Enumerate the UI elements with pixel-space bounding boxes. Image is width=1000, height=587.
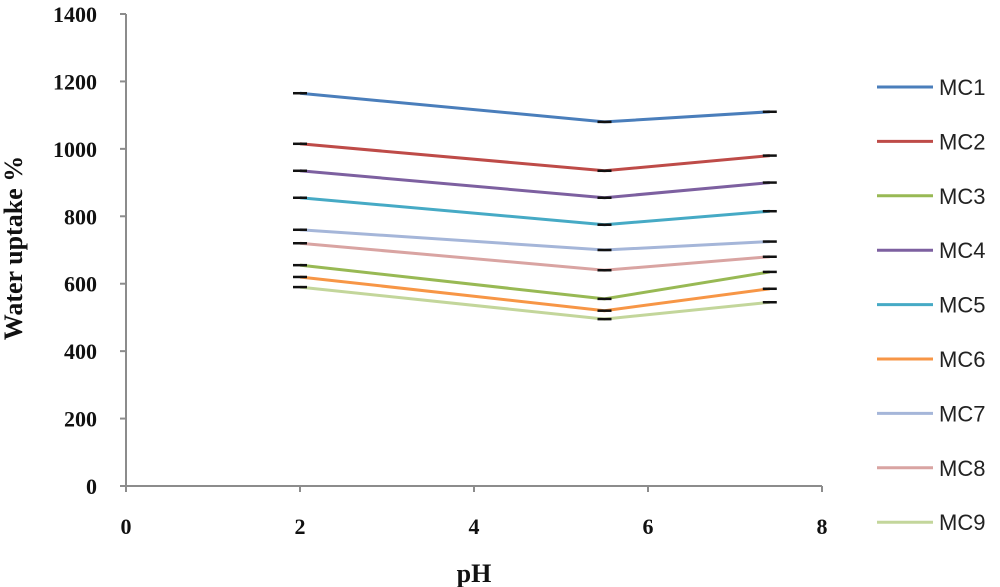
y-tick-label: 0 [86,474,97,499]
legend-item-mc3: MC3 [877,184,985,209]
x-tick-label: 4 [469,514,480,539]
legend-label: MC9 [939,510,985,535]
legend-label: MC4 [939,238,985,263]
series-line-mc2 [299,142,770,173]
x-axis-title: pH [457,559,492,587]
legend-label: MC3 [939,184,985,209]
y-tick-labels: 0 200 400 600 800 1000 1200 1400 [53,2,126,499]
legend-label: MC5 [939,293,985,318]
y-axis-title: Water uptake % [0,156,28,340]
y-tick-label: 400 [64,339,97,364]
series-line-mc7 [299,228,770,252]
series-line-mc8 [299,241,770,272]
legend: MC1 MC2 MC3 MC4 MC5 MC6 MC7 MC8 MC9 [877,75,985,535]
legend-label: MC7 [939,401,985,426]
legend-item-mc9: MC9 [877,510,985,535]
series-line-mc1 [299,91,770,124]
y-tick-label: 200 [64,407,97,432]
y-tick-label: 1000 [53,137,97,162]
series-line-mc5 [299,196,770,227]
legend-item-mc1: MC1 [877,75,985,100]
legend-label: MC2 [939,129,985,154]
x-tick-labels: 0 2 4 6 8 [121,486,828,539]
legend-label: MC8 [939,456,985,481]
legend-label: MC1 [939,75,985,100]
y-tick-label: 1200 [53,69,97,94]
y-tick-label: 600 [64,272,97,297]
legend-item-mc8: MC8 [877,456,985,481]
x-tick-label: 6 [643,514,654,539]
legend-item-mc7: MC7 [877,401,985,426]
series-lines [293,91,777,321]
y-tick-label: 1400 [53,2,97,27]
y-tick-label: 800 [64,204,97,229]
legend-item-mc4: MC4 [877,238,985,263]
legend-item-mc6: MC6 [877,347,985,372]
legend-item-mc2: MC2 [877,129,985,154]
x-tick-label: 0 [121,514,132,539]
x-tick-label: 8 [817,514,828,539]
legend-label: MC6 [939,347,985,372]
plot-area: 0 200 400 600 800 1000 1200 1400 0 2 4 6 8 [53,2,828,539]
x-tick-label: 2 [295,514,306,539]
series-line-mc4 [299,169,770,200]
legend-item-mc5: MC5 [877,293,985,318]
